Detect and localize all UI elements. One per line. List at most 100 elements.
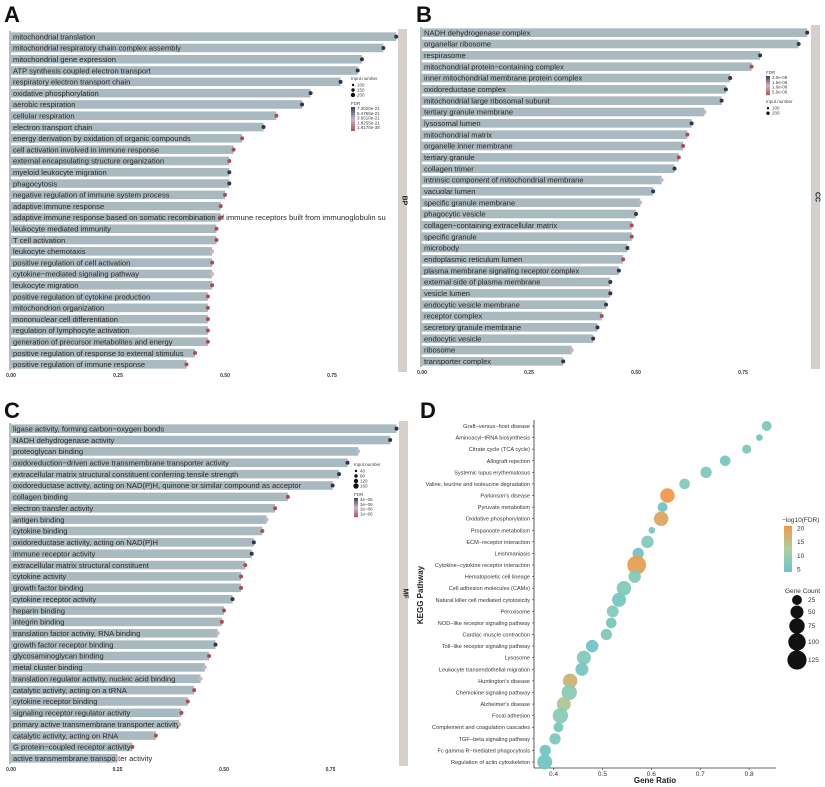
panel-c: C MF ligase activity, forming carbon−oxyge… — [4, 398, 409, 773]
term-label: catalytic activity, acting on a tRNA — [13, 686, 128, 695]
facet-strip-label: CC — [814, 192, 821, 202]
fdr-dot — [681, 144, 686, 148]
fdr-dot — [179, 710, 184, 715]
term-label: phagocytosis — [13, 179, 58, 188]
term-label: antigen binding — [13, 515, 65, 524]
bar — [11, 640, 216, 649]
term-label: mitochondrion organization — [13, 304, 104, 313]
bar — [11, 43, 384, 53]
fdr-dot — [561, 359, 566, 364]
pathway-point — [657, 502, 668, 513]
term-label: endocytic vesicle membrane — [424, 300, 520, 309]
pathway-point — [585, 639, 599, 653]
term-label: proteoglycan binding — [13, 447, 83, 456]
fdr-dot — [222, 608, 226, 613]
bar — [11, 134, 243, 143]
bar — [11, 66, 358, 75]
size-legend-label: 150 — [357, 88, 365, 93]
pathway-label: Focal adhesion — [492, 714, 530, 720]
fdr-dot — [239, 585, 244, 590]
pathway-point — [556, 697, 571, 712]
term-label: catalytic activity, acting on RNA — [13, 731, 119, 740]
pathway-point — [616, 580, 632, 596]
pathway-label: Fc gamma R−mediated phagocytosis — [438, 748, 531, 754]
term-label: electron transport chain — [13, 123, 92, 132]
fdr-dot — [608, 280, 613, 284]
term-label: leukocyte chemotaxis — [13, 247, 86, 256]
bar — [11, 697, 188, 706]
term-label: oxidative phosphorylation — [13, 89, 99, 98]
bar — [11, 156, 230, 166]
term-label: specific granule membrane — [424, 198, 515, 207]
bar — [422, 164, 675, 173]
fdr-dot — [604, 302, 609, 307]
pathway-label: Peroxisome — [500, 609, 530, 615]
pathway-label: Hematopoietic cell lineage — [465, 575, 530, 581]
fdr-dot — [210, 260, 215, 265]
bar — [422, 232, 632, 241]
bar — [11, 469, 340, 479]
term-label: vacuolar lumen — [424, 187, 476, 196]
term-label: lysosomal lumen — [424, 119, 481, 128]
bar — [11, 111, 277, 121]
term-label: oxidoreductase complex — [424, 85, 506, 94]
term-label: electron transfer activity — [13, 504, 93, 513]
x-tick-label: 0.50 — [219, 767, 229, 773]
term-label: aerobic respiration — [13, 100, 75, 109]
fdr-dot — [193, 351, 198, 356]
fdr-dot — [651, 189, 656, 194]
x-tick-label: 0.25 — [113, 373, 123, 379]
fdr-dot — [249, 551, 254, 556]
size-legend-dot — [353, 478, 359, 484]
bar — [422, 39, 799, 49]
size-legend-label: 100 — [772, 106, 780, 111]
term-label: collagen binding — [13, 493, 68, 502]
x-tick-label: 0.75 — [326, 767, 336, 773]
term-label: glycosaminoglycan binding — [13, 652, 104, 661]
fdr-dot — [231, 147, 236, 152]
pathway-label: NOD−like receptor signaling pathway — [438, 621, 530, 627]
term-label: adaptive immune response — [13, 202, 104, 211]
term-label: phagocytic vesicle — [424, 210, 486, 219]
panel-letter: D — [420, 398, 436, 423]
pathway-point — [648, 526, 656, 534]
pathway-point — [553, 722, 564, 733]
size-legend-label: 125 — [808, 657, 819, 664]
pathway-point — [539, 744, 551, 757]
size-legend-label: 200 — [357, 93, 365, 98]
bar — [422, 300, 607, 309]
bar — [11, 594, 233, 604]
bar — [422, 73, 731, 83]
fdr-dot — [599, 314, 604, 318]
term-label: ATP synthesis coupled electron transport — [13, 66, 152, 75]
x-tick-label: 0.4 — [549, 771, 558, 778]
panel-letter: B — [416, 2, 432, 27]
term-label: myeloid leukocyte migration — [13, 168, 107, 177]
fdr-dot — [394, 426, 399, 431]
pathway-label: Pyruvate metabolism — [478, 505, 531, 511]
x-tick-label: 0.25 — [113, 767, 123, 773]
term-label: endocytic vesicle — [424, 334, 481, 343]
fdr-dot — [264, 517, 269, 522]
fdr-dot — [634, 212, 638, 216]
bar — [422, 130, 688, 139]
fdr-dot — [629, 223, 634, 228]
x-tick-label: 0.00 — [6, 767, 16, 773]
facet-strip-label: BP — [401, 196, 408, 206]
fdr-dot — [621, 257, 626, 262]
bar — [11, 348, 196, 358]
bar — [11, 526, 263, 536]
fdr-dot — [205, 328, 210, 333]
size-legend-label: 40 — [360, 469, 366, 474]
bar — [11, 190, 225, 200]
bar — [11, 247, 213, 256]
bar — [422, 153, 679, 162]
pathway-label: Alzheimer's disease — [480, 702, 530, 708]
size-legend-dot — [351, 88, 355, 92]
fdr-legend-label: 7.3020e-21 — [357, 106, 380, 111]
pathway-point — [679, 478, 690, 490]
pathway-point — [756, 434, 763, 441]
bar — [422, 28, 808, 37]
facet-strip-label: MF — [402, 588, 409, 599]
